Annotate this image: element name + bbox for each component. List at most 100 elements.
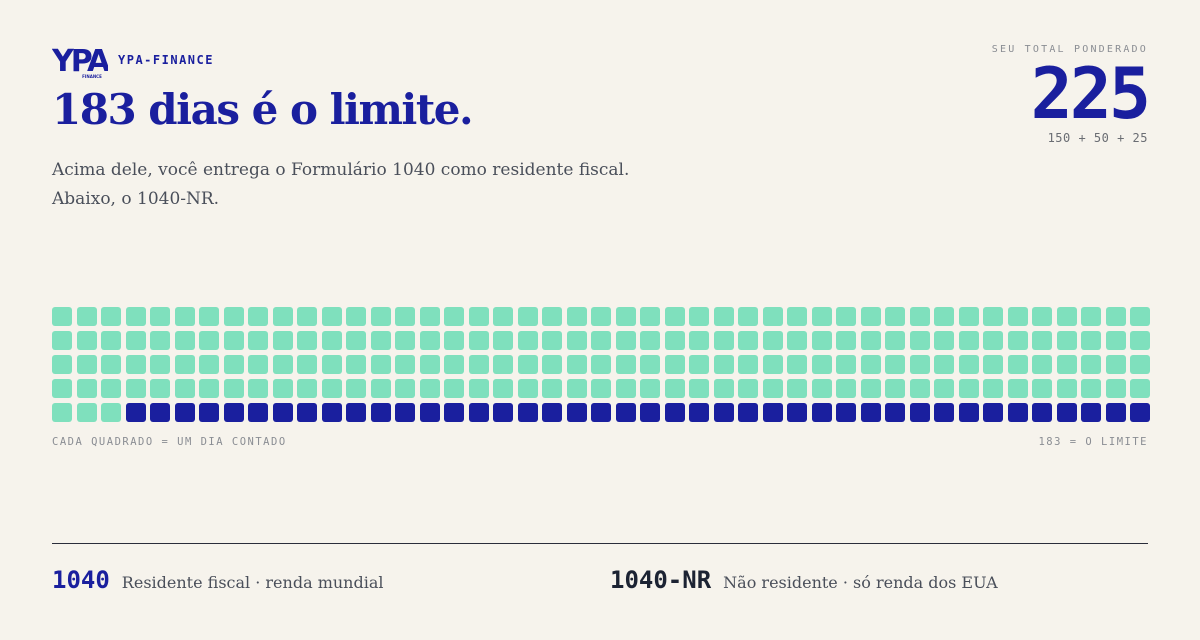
day-square-counted: [983, 355, 1003, 374]
day-square: [591, 403, 611, 422]
day-square-counted: [199, 331, 219, 350]
day-square: [1081, 403, 1101, 422]
day-square-counted: [934, 379, 954, 398]
day-square: [640, 403, 660, 422]
day-square-counted: [395, 307, 415, 326]
day-square-counted: [395, 379, 415, 398]
weighted-total: SEU TOTAL PONDERADO 225 150 + 50 + 25: [991, 44, 1151, 145]
day-square-counted: [444, 355, 464, 374]
day-square-counted: [1007, 355, 1028, 374]
day-square-counted: [615, 379, 636, 398]
day-square: [860, 403, 881, 422]
day-square-counted: [125, 331, 146, 350]
day-square: [419, 403, 440, 422]
day-square-counted: [542, 331, 562, 350]
day-square-counted: [591, 307, 611, 326]
day-square-counted: [174, 379, 195, 398]
brand-name: YPA-FINANCE: [118, 53, 214, 67]
day-square-counted: [787, 355, 807, 374]
day-square-counted: [958, 355, 979, 374]
day-square-counted: [787, 379, 807, 398]
weighted-total-value: 225: [1030, 53, 1151, 135]
day-square-counted: [983, 307, 1003, 326]
day-square-counted: [1081, 331, 1101, 350]
day-square-counted: [1130, 331, 1150, 350]
page-title: 183 dias é o limite.: [52, 85, 474, 134]
day-square-counted: [713, 331, 734, 350]
weighted-total-breakdown: 150 + 50 + 25: [1047, 131, 1148, 145]
day-square-counted: [640, 379, 660, 398]
day-square-counted: [370, 307, 391, 326]
day-square-counted: [983, 331, 1003, 350]
day-square-counted: [248, 331, 268, 350]
day-square-counted: [272, 355, 293, 374]
day-square-counted: [101, 331, 121, 350]
day-square-counted: [1105, 331, 1126, 350]
day-square: [444, 403, 464, 422]
day-square-counted: [860, 331, 881, 350]
day-square-counted: [468, 307, 489, 326]
day-square-counted: [76, 331, 97, 350]
day-square-counted: [174, 355, 195, 374]
day-square-counted: [199, 355, 219, 374]
day-square-counted: [762, 379, 783, 398]
day-square-counted: [101, 379, 121, 398]
day-square-counted: [811, 355, 832, 374]
day-square: [517, 403, 538, 422]
day-square-counted: [689, 307, 709, 326]
day-square-counted: [223, 355, 244, 374]
day-square-counted: [1032, 355, 1052, 374]
day-square-counted: [150, 307, 170, 326]
day-square: [1007, 403, 1028, 422]
day-square-counted: [566, 355, 587, 374]
day-square-counted: [76, 307, 97, 326]
day-square-counted: [174, 331, 195, 350]
day-square-counted: [223, 379, 244, 398]
day-square: [174, 403, 195, 422]
day-square-counted: [1105, 355, 1126, 374]
day-square-counted: [248, 355, 268, 374]
day-square-counted: [860, 379, 881, 398]
day-square-counted: [640, 355, 660, 374]
day-square-counted: [346, 355, 366, 374]
day-square-counted: [542, 307, 562, 326]
day-square-counted: [958, 379, 979, 398]
day-square: [150, 403, 170, 422]
day-square-counted: [1081, 307, 1101, 326]
weighted-total-label: SEU TOTAL PONDERADO: [991, 44, 1148, 55]
day-square-counted: [101, 355, 121, 374]
day-square-counted: [1056, 379, 1077, 398]
day-square-counted: [836, 355, 856, 374]
day-square-counted: [52, 355, 72, 374]
day-square-counted: [493, 331, 513, 350]
day-square-counted: [248, 307, 268, 326]
day-square-counted: [493, 307, 513, 326]
day-square: [493, 403, 513, 422]
day-square-counted: [150, 379, 170, 398]
day-square-counted: [836, 331, 856, 350]
day-square-counted: [321, 307, 342, 326]
day-square: [689, 403, 709, 422]
day-square-counted: [885, 379, 905, 398]
day-square-counted: [836, 379, 856, 398]
day-square-counted: [689, 355, 709, 374]
waffle-caption-left: CADA QUADRADO = UM DIA CONTADO: [52, 436, 287, 448]
day-square-counted: [199, 379, 219, 398]
day-square-counted: [370, 379, 391, 398]
day-square-counted: [689, 331, 709, 350]
day-square: [468, 403, 489, 422]
day-square-counted: [689, 379, 709, 398]
day-square-counted: [934, 331, 954, 350]
day-square-counted: [591, 355, 611, 374]
day-square-counted: [223, 331, 244, 350]
day-square-counted: [272, 379, 293, 398]
day-square: [738, 403, 758, 422]
day-square-counted: [468, 379, 489, 398]
day-square-counted: [199, 307, 219, 326]
day-square-counted: [517, 307, 538, 326]
day-square-counted: [885, 331, 905, 350]
day-square-counted: [468, 355, 489, 374]
day-square: [297, 403, 317, 422]
day-square-counted: [909, 355, 930, 374]
day-square-counted: [1032, 379, 1052, 398]
